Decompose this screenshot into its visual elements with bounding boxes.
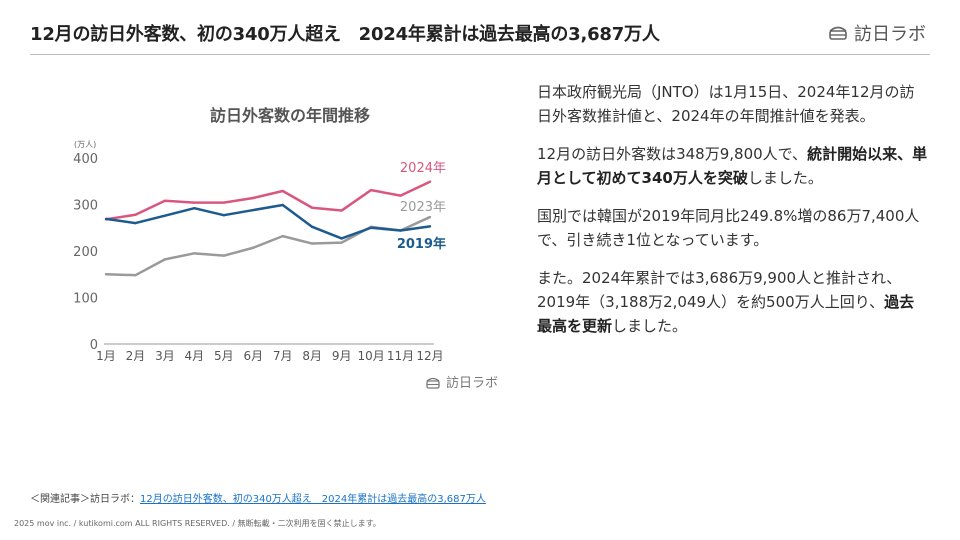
x-tick-label: 9月	[332, 349, 352, 363]
data-point	[163, 199, 167, 202]
data-point	[310, 242, 314, 245]
paragraph-2-text-a: 12月の訪日外客数は348万9,800人で、	[537, 145, 808, 163]
copyright-footer: 2025 mov inc. / kutikomi.com ALL RIGHTS …	[14, 519, 381, 528]
y-tick-label: 200	[73, 245, 98, 260]
y-tick-label: 100	[73, 292, 98, 307]
data-point	[252, 196, 255, 200]
series-line-2019年	[105, 203, 431, 240]
paragraph-2: 12月の訪日外客数は348万9,800人で、統計開始以来、単月として初めて340…	[537, 142, 929, 190]
y-tick-label: 400	[73, 152, 98, 167]
brand-name: 訪日ラボ	[854, 24, 926, 45]
data-point	[310, 206, 314, 209]
data-point	[428, 180, 432, 183]
data-point	[252, 246, 255, 249]
data-point	[222, 201, 226, 204]
page-title: 12月の訪日外客数、初の340万人超え 2024年累計は過去最高の3,687万人	[30, 24, 660, 45]
data-point	[399, 194, 402, 197]
data-point	[281, 189, 284, 193]
legend-label-2023年: 2023年	[400, 200, 446, 215]
paragraph-4: また。2024年累計では3,686万9,900人と推計され、2019年（3,18…	[537, 266, 929, 338]
data-point	[310, 225, 314, 229]
data-point	[134, 213, 137, 216]
x-tick-label: 10月	[357, 349, 384, 363]
data-point	[369, 226, 373, 229]
series-line-2023年	[105, 215, 431, 277]
x-tick-label: 11月	[387, 349, 414, 363]
x-tick-label: 5月	[214, 349, 234, 363]
x-tick-label: 8月	[302, 349, 322, 363]
x-tick-label: 3月	[155, 349, 175, 363]
data-point	[193, 201, 196, 204]
x-tick-label: 2月	[126, 349, 146, 363]
related-prefix: ＜関連記事＞訪日ラボ：	[30, 494, 140, 505]
paragraph-3: 国別では韓国が2019年同月比249.8%増の86万7,400人で、引き続き1位…	[537, 207, 920, 249]
legend-label-2024年: 2024年	[400, 161, 446, 176]
y-tick-label: 0	[90, 338, 98, 353]
x-tick-label: 7月	[273, 349, 293, 363]
data-point	[399, 229, 402, 232]
data-point	[104, 217, 108, 221]
x-tick-label: 12月	[416, 349, 443, 363]
y-tick-label: 300	[73, 199, 98, 214]
data-point	[163, 214, 167, 217]
x-tick-label: 6月	[243, 349, 263, 363]
data-point	[340, 237, 343, 240]
data-point	[281, 203, 284, 207]
data-point	[222, 254, 226, 257]
chart-title: 訪日外客数の年間推移	[210, 106, 370, 125]
paragraph-4-emphasis: 過去最高を更新	[537, 293, 915, 335]
brand-logo: 訪日ラボ	[828, 20, 926, 46]
paragraph-1: 日本政府観光局（JNTO）は1月15日、2024年12月の訪日外客数推計値と、2…	[537, 83, 915, 125]
x-tick-label: 4月	[185, 349, 205, 363]
data-point	[428, 215, 432, 219]
data-point	[428, 225, 432, 228]
chart-container: 訪日外客数の年間推移 (万人) 0 100 200 300 400 1月 2月 3月 4月 5月 6月 7…	[70, 95, 510, 395]
slide-header: 12月の訪日外客数、初の340万人超え 2024年累計は過去最高の3,687万人…	[30, 14, 930, 55]
y-axis-unit: (万人)	[74, 140, 96, 149]
x-tick-label: 1月	[96, 349, 116, 363]
data-point	[369, 188, 373, 192]
related-article: ＜関連記事＞訪日ラボ：12月の訪日外客数、初の340万人超え 2024年累計は過…	[30, 490, 486, 505]
data-point	[340, 209, 343, 212]
legend-label-2019年: 2019年	[397, 236, 446, 252]
data-point	[104, 273, 108, 276]
paragraph-4-text-c: しました。	[612, 317, 688, 335]
data-point	[340, 241, 343, 244]
chart-watermark-icon	[426, 377, 440, 389]
article-summary: 日本政府観光局（JNTO）は1月15日、2024年12月の訪日外客数推計値と、2…	[537, 80, 929, 352]
data-point	[193, 207, 196, 210]
data-point	[134, 273, 137, 277]
data-point	[193, 252, 196, 255]
paragraph-4-text-a: また。2024年累計では3,686万9,900人と推計され、2019年（3,18…	[537, 269, 902, 311]
paragraph-2-text-c: しました。	[747, 169, 823, 187]
brand-logo-icon	[829, 26, 847, 40]
data-point	[281, 234, 284, 238]
chart-watermark: 訪日ラボ	[446, 375, 498, 391]
series-line-2024年	[105, 180, 431, 221]
data-point	[222, 213, 226, 217]
line-chart: 訪日外客数の年間推移 (万人) 0 100 200 300 400 1月 2月 3月 4月 5月 6月 7…	[73, 106, 498, 391]
data-point	[134, 221, 137, 225]
related-article-link[interactable]: 12月の訪日外客数、初の340万人超え 2024年累計は過去最高の3,687万人	[140, 494, 486, 505]
paragraph-2-emphasis: 統計開始以来、単月として初めて340万人を突破	[537, 145, 928, 187]
data-point	[252, 208, 255, 212]
data-point	[163, 258, 167, 261]
